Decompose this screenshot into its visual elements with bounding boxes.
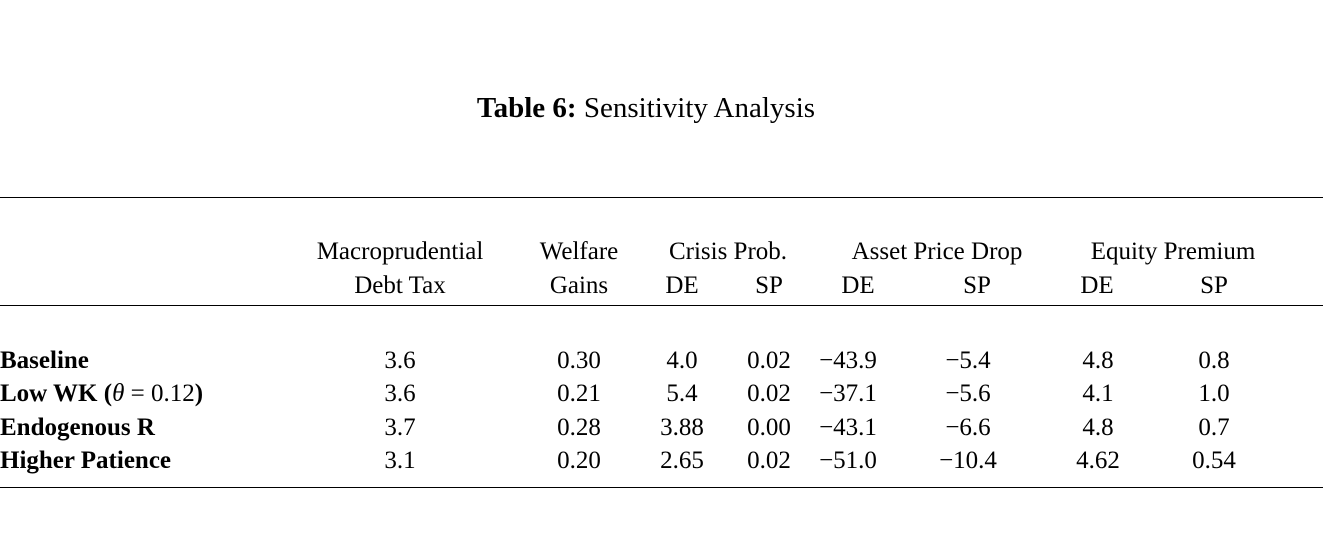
table-number: Table 6: xyxy=(476,92,577,124)
table-cell: 0.02 xyxy=(747,347,791,374)
table-cell: −5.4 xyxy=(945,347,991,374)
row-label-low-wk-text: Low WK ( xyxy=(0,380,113,407)
row-label-endogenous-r: Endogenous R xyxy=(0,414,155,441)
table-cell: 0.30 xyxy=(557,347,601,374)
header-equity-de: DE xyxy=(1080,272,1114,299)
table-cell: −43.9 xyxy=(819,347,877,374)
header-asset-de: DE xyxy=(841,272,875,299)
row-label-low-wk-close: ) xyxy=(194,380,204,407)
table-cell: 1.0 xyxy=(1198,380,1230,407)
table-cell: 2.65 xyxy=(660,447,704,474)
header-crisis-sp: SP xyxy=(755,272,783,299)
row-label-low-wk: Low WK (θ = 0.12) xyxy=(0,380,203,408)
table-cell: −43.1 xyxy=(819,414,877,441)
theta-value: = 0.12 xyxy=(124,380,195,407)
table-cell: 0.02 xyxy=(747,380,791,407)
table-cell: 0.7 xyxy=(1198,414,1230,441)
table-cell: −37.1 xyxy=(819,380,877,407)
table-cell: 4.1 xyxy=(1082,380,1114,407)
header-crisis-de: DE xyxy=(665,272,699,299)
table-cell: 0.21 xyxy=(557,380,601,407)
theta-symbol: θ xyxy=(112,380,125,407)
table-cell: 3.6 xyxy=(384,347,416,374)
table-cell: 4.0 xyxy=(666,347,698,374)
row-label-higher-patience: Higher Patience xyxy=(0,447,172,474)
table-cell: 0.8 xyxy=(1198,347,1230,374)
table-caption: Table 6: Sensitivity Analysis xyxy=(0,92,1292,125)
table-cell: 3.88 xyxy=(660,414,704,441)
table-cell: 3.6 xyxy=(384,380,416,407)
header-asset-price-drop: Asset Price Drop xyxy=(851,238,1023,265)
table-cell: −10.4 xyxy=(939,447,997,474)
bottom-rule xyxy=(0,487,1323,488)
table-cell: 4.62 xyxy=(1076,447,1120,474)
header-debt-tax: Debt Tax xyxy=(354,272,446,299)
row-label-baseline: Baseline xyxy=(0,347,89,374)
table-cell: 0.28 xyxy=(557,414,601,441)
header-rule xyxy=(0,305,1323,306)
header-equity-sp: SP xyxy=(1200,272,1228,299)
header-crisis-prob: Crisis Prob. xyxy=(668,238,788,265)
table-cell: −51.0 xyxy=(819,447,877,474)
top-rule xyxy=(0,197,1323,198)
table-title: Sensitivity Analysis xyxy=(583,92,816,124)
table-cell: −6.6 xyxy=(945,414,991,441)
table-cell: 4.8 xyxy=(1082,414,1114,441)
table-cell: −5.6 xyxy=(945,380,991,407)
table-cell: 0.54 xyxy=(1192,447,1236,474)
table-cell: 4.8 xyxy=(1082,347,1114,374)
table-cell: 3.7 xyxy=(384,414,416,441)
table-cell: 0.02 xyxy=(747,447,791,474)
table-cell: 3.1 xyxy=(384,447,416,474)
table-cell: 0.00 xyxy=(747,414,791,441)
table-cell: 5.4 xyxy=(666,380,698,407)
header-equity-premium: Equity Premium xyxy=(1090,238,1256,265)
header-asset-sp: SP xyxy=(963,272,991,299)
table-cell: 0.20 xyxy=(557,447,601,474)
header-macroprudential: Macroprudential xyxy=(316,238,484,265)
header-gains: Gains xyxy=(549,272,609,299)
header-welfare: Welfare xyxy=(539,238,619,265)
